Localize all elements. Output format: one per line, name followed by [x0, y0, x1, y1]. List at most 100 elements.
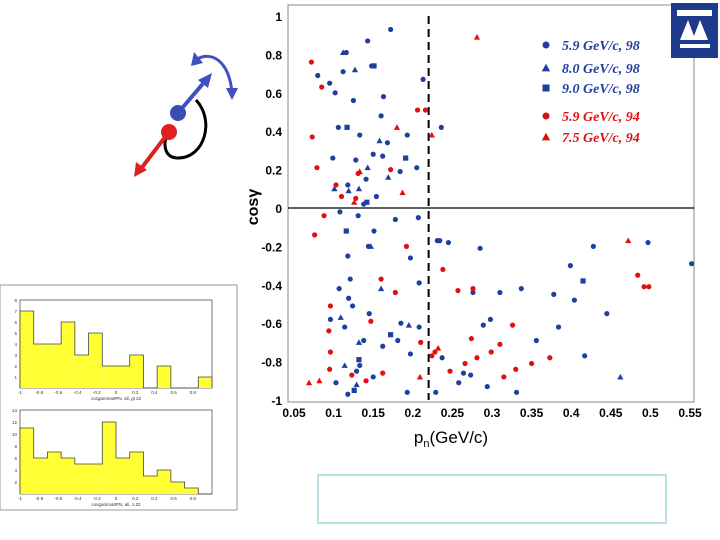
data-point: [338, 193, 345, 200]
logo-glyph: [680, 20, 708, 40]
inset-x-tick: 0: [115, 390, 118, 395]
x-tick-label: 0.2: [404, 406, 421, 420]
data-point: [350, 303, 356, 309]
x-tick-label: 0.25: [441, 406, 465, 420]
data-point: [473, 34, 481, 40]
data-point: [617, 373, 624, 380]
inset-y-tick: 4: [14, 468, 17, 473]
data-point: [337, 314, 344, 320]
inset-bar: [88, 333, 103, 388]
inset-x-tick: -0.4: [74, 496, 82, 501]
inset-bar: [102, 422, 116, 494]
legend-marker: [542, 84, 550, 92]
inset-bar: [74, 464, 89, 494]
data-point: [336, 286, 342, 292]
y-tick-label: -0.6: [261, 317, 282, 331]
data-point: [635, 272, 641, 278]
data-point: [487, 316, 494, 322]
data-point: [340, 69, 346, 75]
data-point: [345, 187, 352, 194]
data-point: [416, 280, 422, 286]
inset-y-tick: 7: [14, 309, 17, 314]
inset-bar: [88, 464, 103, 494]
inset-x-tick: 0.8: [190, 496, 197, 501]
data-point: [353, 368, 360, 374]
data-point: [388, 167, 394, 173]
y-tick-label: 0.2: [265, 164, 282, 178]
legend-label: 9.0 GeV/c, 98: [562, 82, 640, 97]
blue-vector-arrowhead: [198, 73, 212, 88]
caption-box: [317, 474, 667, 524]
legend-label: 5.9 GeV/c, 98: [562, 39, 640, 54]
data-point: [399, 189, 406, 196]
inset-y-tick: 3: [14, 353, 17, 358]
data-point: [345, 253, 351, 259]
data-point: [392, 216, 398, 223]
x-tick-label: 0.35: [520, 406, 544, 420]
data-point: [349, 372, 355, 378]
inset-x-tick: -1: [18, 390, 22, 395]
x-tick-label: 0.1: [325, 406, 342, 420]
inset-bar: [170, 482, 185, 494]
inset-bar: [157, 470, 171, 494]
data-point: [477, 245, 483, 251]
data-point: [405, 322, 412, 328]
data-point: [343, 228, 349, 234]
inset-y-tick: 1: [14, 375, 17, 380]
data-point: [646, 284, 652, 290]
data-point: [404, 389, 410, 395]
inset-outline: [19, 310, 213, 389]
data-point: [353, 381, 360, 388]
data-point: [447, 368, 453, 374]
data-point: [342, 324, 348, 330]
y-axis-label: cosγ: [245, 189, 262, 226]
data-point: [533, 337, 539, 344]
data-point: [327, 80, 333, 86]
inset-bar: [33, 344, 48, 388]
legend-marker: [542, 41, 550, 49]
data-point: [571, 297, 577, 303]
data-point: [501, 374, 507, 380]
data-point: [590, 243, 596, 249]
data-point: [462, 360, 468, 367]
inset-bar: [198, 377, 212, 388]
data-point: [355, 185, 363, 192]
x-tick-label: 0.45: [599, 406, 623, 420]
data-point: [455, 287, 461, 294]
data-point: [407, 255, 414, 261]
data-point: [641, 284, 647, 290]
data-point: [429, 353, 435, 359]
legend-marker: [542, 112, 550, 120]
data-point: [403, 243, 410, 249]
data-point: [351, 66, 359, 73]
data-point: [331, 185, 338, 192]
rotation-arrow-head-bottom: [226, 88, 238, 100]
data-point: [345, 391, 351, 397]
inset-y-tick: 6: [14, 320, 17, 325]
data-point: [604, 311, 610, 317]
data-point: [403, 155, 409, 161]
data-point: [470, 286, 476, 292]
data-point: [365, 38, 371, 44]
inset-bar: [20, 428, 34, 494]
data-point: [378, 276, 384, 282]
data-point: [488, 349, 494, 355]
legend-marker: [541, 132, 551, 141]
data-point: [378, 113, 384, 119]
data-point: [367, 243, 374, 249]
data-point: [395, 337, 401, 344]
inset-histogram-top: 1 2 3 4 5 6 7 8 -1 -0.8 -0.6 -0.4 -0.2 0 0.2 0.4 0.6 0.8 c…: [14, 298, 213, 401]
data-point: [414, 165, 420, 171]
data-point: [513, 389, 520, 395]
inset-bar: [116, 366, 130, 388]
data-point: [355, 213, 361, 219]
rotation-arrow-head-top: [191, 52, 203, 66]
inset-y-tick: 5: [14, 331, 17, 336]
y-tick-label: -1: [271, 394, 282, 408]
inset-bar: [143, 476, 158, 494]
inset-bar: [129, 355, 144, 388]
data-point: [337, 209, 343, 215]
angle-arc: [163, 98, 208, 160]
legend-label: 5.9 GeV/c, 94: [562, 110, 640, 125]
main-plot: 1 0.8 0.6 0.4 0.2 0 -0.2 -0.4 -0.6 -0.8 -1 0.05 0.1…: [245, 4, 702, 450]
